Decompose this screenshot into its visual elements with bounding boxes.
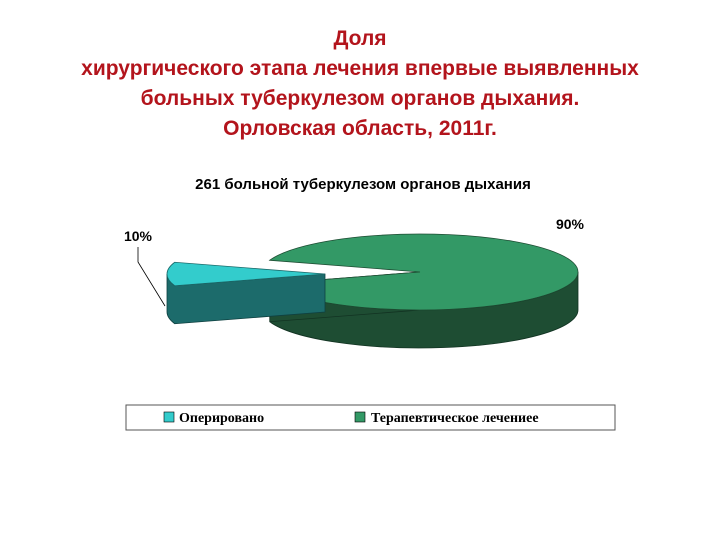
slide-title-line-4: Орловская область, 2011г. [223,117,497,140]
pie-slice-therapeutic [268,233,579,349]
legend-label-therapeutic: Терапевтическое лечениеe [371,411,539,426]
slide-title: Доля хирургического этапа лечения впервы… [0,24,720,144]
legend-swatch-therapeutic [354,411,366,423]
legend-frame [125,404,616,431]
pie-slice-operated [166,261,326,325]
label-leader-line [137,247,166,307]
chart-title: 261 больной туберкулезом органов дыхания [195,176,531,193]
pie-slice-therapeutic-top [268,233,579,311]
slide-title-line-2: хирургического этапа лечения впервые выя… [81,57,639,80]
slide-title-line-3: больных туберкулезом органов дыхания. [140,87,580,110]
pie-slice-operated-top [166,261,326,287]
data-label-operated: 10% [124,228,153,244]
chart-legend: Оперировано Терапевтическое лечениеe [125,404,616,431]
legend-swatch-operated [163,411,175,423]
data-label-therapeutic: 90% [556,216,585,232]
slide-title-line-1: Доля [333,27,387,50]
legend-label-operated: Оперировано [179,411,264,426]
